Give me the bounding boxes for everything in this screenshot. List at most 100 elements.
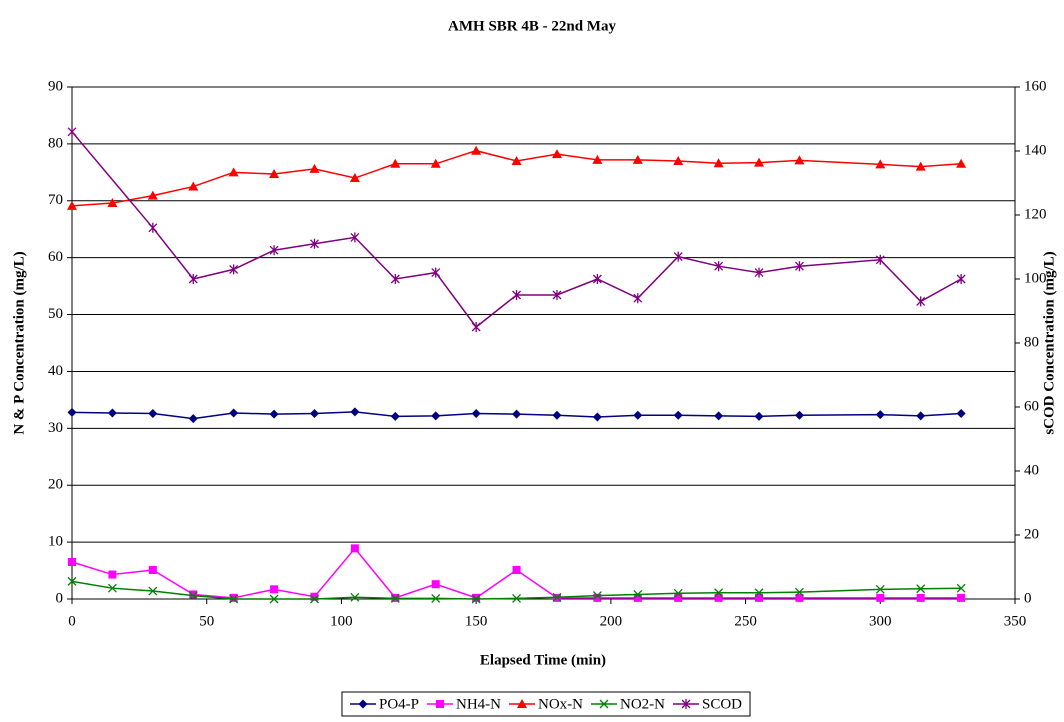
- marker: [714, 593, 723, 602]
- marker: [269, 409, 279, 419]
- marker: [269, 594, 279, 604]
- marker: [633, 293, 643, 304]
- marker: [350, 407, 360, 417]
- marker: [875, 159, 886, 169]
- marker: [633, 589, 643, 599]
- marker: [713, 158, 724, 168]
- marker: [599, 699, 609, 709]
- marker: [673, 410, 683, 420]
- y-tick-label: 30: [48, 420, 63, 436]
- marker: [593, 593, 602, 602]
- x-tick-label: 200: [600, 613, 623, 629]
- marker: [431, 411, 441, 421]
- marker: [633, 410, 643, 420]
- marker: [310, 238, 319, 249]
- series-line: [71, 580, 962, 600]
- marker: [592, 274, 602, 284]
- y2-tick-label: 140: [1024, 142, 1047, 158]
- marker: [512, 565, 521, 574]
- y2-axis-label: sCOD Concentration (mg/L): [1041, 251, 1057, 434]
- marker: [309, 163, 320, 173]
- series-line: [71, 149, 962, 207]
- y-axis-label: N & P Concentration (mg/L): [11, 251, 27, 434]
- y-tick-label: 80: [48, 135, 63, 151]
- marker: [956, 274, 966, 284]
- marker: [916, 296, 926, 307]
- marker: [350, 592, 360, 602]
- y-tick-label: 70: [48, 192, 63, 208]
- marker: [755, 593, 764, 602]
- y2-tick-label: 160: [1024, 78, 1047, 94]
- x-tick-label: 250: [734, 613, 757, 629]
- marker: [956, 158, 967, 168]
- marker: [436, 700, 444, 708]
- marker: [551, 149, 562, 159]
- marker: [229, 408, 239, 418]
- marker: [390, 158, 401, 168]
- marker: [148, 222, 158, 233]
- legend: PO4-P NH4-N NOx-N NO2-N SCOD: [341, 691, 751, 717]
- y2-tick-label: 20: [1024, 526, 1039, 542]
- marker: [472, 593, 481, 602]
- legend-label: SCOD: [702, 696, 742, 712]
- series-line: [71, 547, 962, 599]
- marker: [714, 261, 724, 272]
- marker: [107, 408, 117, 418]
- marker: [107, 198, 118, 208]
- marker: [512, 593, 522, 603]
- y2-tick-label: 40: [1024, 462, 1039, 478]
- marker: [148, 409, 158, 419]
- marker: [517, 699, 527, 708]
- marker: [794, 155, 805, 165]
- y-tick-label: 0: [56, 590, 64, 606]
- marker: [67, 200, 77, 210]
- marker: [108, 570, 117, 579]
- chart-title: AMH SBR 4B - 22nd May: [448, 18, 616, 34]
- marker: [148, 586, 158, 596]
- series-line: [71, 411, 962, 420]
- marker: [875, 410, 885, 420]
- marker: [552, 410, 562, 420]
- marker: [390, 593, 400, 603]
- marker: [390, 411, 400, 421]
- marker: [956, 583, 966, 593]
- marker: [754, 157, 765, 167]
- marker: [754, 588, 764, 598]
- y-tick-label: 10: [48, 534, 63, 550]
- marker: [875, 254, 885, 265]
- marker: [875, 584, 885, 594]
- marker: [309, 409, 319, 419]
- marker: [552, 290, 562, 300]
- marker: [350, 544, 359, 553]
- y-tick-label: 40: [48, 363, 63, 379]
- marker: [349, 173, 360, 183]
- marker: [310, 594, 319, 604]
- y2-tick-label: 0: [1024, 590, 1032, 606]
- marker: [188, 414, 198, 424]
- marker: [147, 190, 158, 200]
- x-tick-label: 0: [68, 613, 76, 629]
- marker: [681, 699, 691, 709]
- x-tick-label: 300: [869, 613, 892, 629]
- legend-label: PO4-P: [379, 696, 419, 712]
- marker: [512, 290, 522, 300]
- legend-label: NOx-N: [538, 696, 583, 712]
- marker: [511, 155, 522, 165]
- marker: [270, 585, 279, 594]
- x-axis-label: Elapsed Time (min): [480, 652, 606, 668]
- marker: [916, 411, 926, 421]
- y2-tick-label: 60: [1024, 398, 1039, 414]
- marker: [358, 699, 368, 709]
- marker: [916, 584, 926, 594]
- marker: [269, 169, 280, 179]
- marker: [430, 158, 441, 168]
- y2-tick-label: 80: [1024, 334, 1039, 350]
- marker: [188, 274, 198, 284]
- marker: [431, 593, 441, 603]
- marker: [67, 407, 77, 417]
- marker: [674, 593, 683, 602]
- y2-tick-label: 120: [1024, 206, 1047, 222]
- marker: [714, 588, 724, 598]
- x-tick-label: 150: [465, 613, 488, 629]
